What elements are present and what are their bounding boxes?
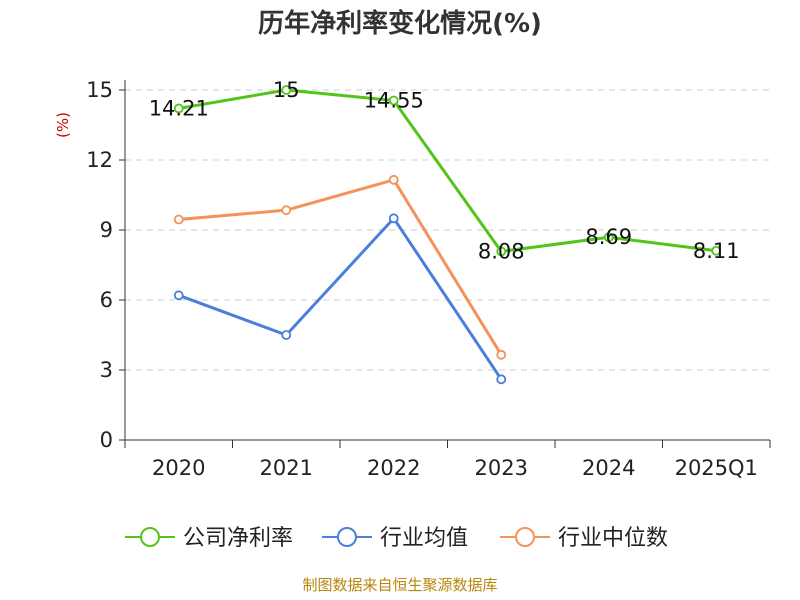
x-tick-label: 2020	[152, 456, 205, 480]
y-tick-label: 3	[100, 358, 113, 382]
data-point[interactable]	[711, 245, 722, 256]
data-point[interactable]	[496, 374, 507, 385]
data-point[interactable]	[388, 95, 399, 106]
y-axis-label: (%)	[54, 112, 72, 138]
legend-item-1[interactable]: 公司净利率	[125, 526, 293, 551]
series-line-2	[178, 216, 503, 381]
data-point[interactable]	[603, 232, 614, 243]
data-point[interactable]	[388, 213, 399, 224]
data-label: 14.55	[364, 89, 424, 113]
legend-marker-icon	[515, 527, 535, 547]
data-label: 8.69	[585, 225, 632, 249]
legend-item-3[interactable]: 行业中位数	[500, 526, 668, 551]
data-point[interactable]	[281, 205, 292, 216]
x-tick-label: 2025Q1	[675, 456, 758, 480]
x-tick-label: 2023	[475, 456, 528, 480]
legend: 公司净利率 行业均值 行业中位数	[125, 526, 668, 551]
data-point[interactable]	[388, 174, 399, 185]
series-2	[173, 213, 507, 385]
chart-title: 历年净利率变化情况(%)	[258, 8, 542, 39]
data-label: 14.21	[149, 96, 209, 120]
axes: 0 3 6 9 12 15 2020 2021 2022 2023 2024 2025Q1	[86, 78, 771, 480]
data-point[interactable]	[281, 330, 292, 340]
x-tick-label: 2024	[582, 456, 635, 480]
legend-marker-icon	[140, 527, 160, 547]
grid-lines	[125, 89, 770, 371]
legend-label: 行业均值	[380, 526, 468, 551]
data-point[interactable]	[496, 246, 507, 257]
y-tick-label: 15	[86, 78, 113, 102]
legend-item-2[interactable]: 行业均值	[322, 526, 468, 551]
data-point[interactable]	[173, 290, 184, 301]
series-line-3	[178, 178, 503, 356]
data-labels: 14.21 15 14.55 8.08 8.69 8.11	[149, 78, 740, 263]
source-note: 制图数据来自恒生聚源数据库	[302, 576, 497, 594]
data-label: 8.11	[693, 239, 740, 263]
legend-marker-icon	[337, 527, 357, 547]
series-1	[173, 85, 722, 257]
y-tick-label: 6	[100, 288, 113, 312]
y-tick-label: 0	[100, 428, 113, 452]
y-tick-label: 12	[86, 148, 113, 172]
legend-label: 行业中位数	[558, 526, 668, 551]
data-point[interactable]	[281, 85, 292, 95]
x-tick-label: 2021	[260, 456, 313, 480]
data-point[interactable]	[173, 103, 184, 114]
series-3	[173, 174, 507, 360]
data-label: 8.08	[478, 239, 525, 263]
data-label: 15	[273, 78, 300, 102]
legend-label: 公司净利率	[183, 526, 293, 551]
y-tick-label: 9	[100, 218, 113, 242]
data-point[interactable]	[173, 214, 184, 225]
x-tick-label: 2022	[367, 456, 420, 480]
data-point[interactable]	[496, 349, 507, 360]
series-layer	[173, 85, 722, 385]
series-line-1	[178, 88, 717, 253]
